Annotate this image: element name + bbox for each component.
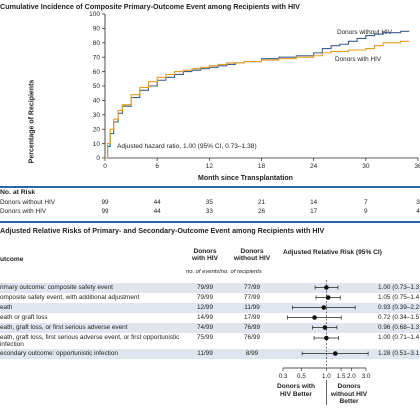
y-tick-label: 20 — [93, 126, 101, 133]
row-shade — [0, 323, 420, 333]
outcome-label: eath, graft loss, first serious adverse … — [0, 334, 180, 348]
series-line-donors-with-hiv — [105, 40, 410, 159]
events-without-hiv: 76/99 — [244, 334, 260, 341]
x-tick-label: 0 — [103, 163, 107, 170]
risk-count: 35 — [205, 199, 213, 206]
risk-count: 99 — [101, 199, 109, 206]
x-tick-label: 36 — [414, 163, 420, 170]
x-tick-label: 18 — [258, 163, 266, 170]
col-with-header: Donors with HIV — [191, 248, 218, 262]
x-tick-label: 12 — [206, 163, 214, 170]
y-tick-label: 60 — [93, 69, 101, 76]
rr-value: 1.05 (0.75–1.4 — [378, 294, 420, 301]
legend-donors-without-hiv: Donors without HIV — [337, 29, 393, 36]
outcome-label: rimary outcome: composite safety event — [0, 284, 113, 291]
events-without-hiv: 8/99 — [245, 350, 259, 357]
row-shade — [0, 303, 420, 313]
risk-count: 99 — [101, 208, 109, 215]
risk-count: 4 — [416, 208, 420, 215]
y-tick-label: 90 — [93, 26, 101, 33]
col-rr-header: Adjusted Relative Risk (95% CI) — [283, 249, 382, 256]
outcome-label: econdary outcome: opportunistic infectio… — [0, 350, 118, 357]
outcome-label: eath or graft loss — [0, 314, 48, 321]
events-without-hiv: 17/99 — [244, 314, 260, 321]
hazard-ratio-annotation: Adjusted hazard ratio, 1.00 (95% CI, 0.7… — [117, 143, 257, 150]
events-with-hiv: 74/99 — [197, 324, 213, 331]
risk-count: 17 — [310, 208, 318, 215]
rr-value: 0.72 (0.34–1.5 — [378, 314, 420, 321]
events-with-hiv: 14/99 — [197, 314, 213, 321]
forest-tick-label: 0.3 — [279, 373, 288, 380]
y-tick-label: 40 — [93, 98, 101, 105]
forest-tick-label: 1.5 — [337, 373, 346, 380]
y-tick-label: 30 — [93, 112, 101, 119]
point-estimate — [325, 295, 331, 300]
risk-count: 33 — [205, 208, 213, 215]
y-tick-label: 70 — [93, 54, 101, 61]
y-tick-label: 80 — [93, 40, 101, 47]
events-without-hiv: 11/99 — [244, 304, 260, 311]
point-estimate — [324, 335, 329, 341]
series-line-donors-without-hiv — [105, 30, 410, 159]
events-with-hiv: 75/99 — [197, 334, 213, 341]
risk-count: 44 — [153, 199, 161, 206]
divider-panel-b — [0, 221, 420, 223]
outcome-label: omposite safety event, with additional a… — [0, 294, 140, 301]
events-without-hiv: 77/99 — [244, 294, 260, 301]
outcome-label: eath — [0, 304, 13, 311]
rr-value: 1.00 (0.73–1.3 — [378, 284, 420, 291]
y-tick-label: 10 — [93, 141, 101, 148]
x-tick-label: 24 — [310, 163, 318, 170]
favor-left-label: Donors with HIV Better — [276, 383, 316, 398]
events-with-hiv: 79/99 — [197, 284, 213, 291]
point-estimate — [322, 325, 328, 330]
forest-tick-label: 2.0 — [347, 373, 356, 380]
panel-a-title: Cumulative Incidence of Composite Primar… — [0, 2, 300, 11]
risk-row-label: Donors with HIV — [0, 208, 47, 215]
rr-value: 0.93 (0.39–2.2 — [378, 304, 420, 311]
point-estimate — [321, 305, 327, 310]
rr-value: 0.96 (0.68–1.3 — [378, 324, 420, 331]
x-tick-label: 6 — [155, 163, 159, 170]
risk-count: 9 — [364, 208, 368, 215]
rr-value: 1.00 (0.71–1.4 — [378, 334, 420, 341]
y-tick-label: 100 — [89, 11, 100, 18]
point-estimate — [324, 285, 329, 290]
col-without-header: Donors without HIV — [233, 248, 271, 262]
x-tick-label: 30 — [362, 163, 370, 170]
risk-count: 21 — [257, 199, 266, 206]
y-tick-label: 50 — [93, 83, 101, 90]
events-without-hiv: 76/99 — [244, 324, 260, 331]
x-axis-label: Month since Transplantation — [198, 175, 293, 182]
risk-row-label: Donors without HIV — [0, 199, 56, 206]
point-estimate — [332, 351, 338, 356]
events-with-hiv: 11/99 — [197, 350, 213, 357]
forest-tick-label: 0.5 — [297, 373, 306, 380]
row-shade — [0, 349, 420, 359]
events-with-hiv: 79/99 — [197, 294, 213, 301]
col-outcome-header: utcome — [0, 256, 24, 263]
outcome-label: eath, graft loss, or first serious adver… — [0, 324, 128, 331]
forest-tick-label: 3.0 — [362, 373, 371, 380]
divider-risk — [0, 186, 420, 188]
risk-count: 7 — [364, 199, 368, 206]
point-estimate — [312, 315, 317, 320]
panel-b-title: Adjusted Relative Risks of Primary- and … — [0, 226, 325, 235]
risk-count: 3 — [416, 199, 420, 206]
risk-table-header: No. at Risk — [0, 189, 36, 196]
legend-donors-with-hiv: Donors with HIV — [335, 56, 382, 63]
favor-right-label: Donors without HIV Better — [330, 383, 368, 405]
events-with-hiv: 12/99 — [197, 304, 213, 311]
risk-count: 44 — [153, 208, 161, 215]
col-units-subheader: no. of events/no. of recipients — [186, 269, 262, 275]
y-tick-label: 0 — [96, 155, 100, 162]
forest-tick-label: 1.0 — [322, 373, 331, 380]
events-without-hiv: 77/99 — [244, 284, 260, 291]
row-shade — [0, 283, 420, 293]
risk-count: 14 — [310, 199, 318, 206]
rr-value: 1.28 (0.51–3.1 — [378, 350, 420, 357]
risk-count: 26 — [257, 208, 266, 215]
